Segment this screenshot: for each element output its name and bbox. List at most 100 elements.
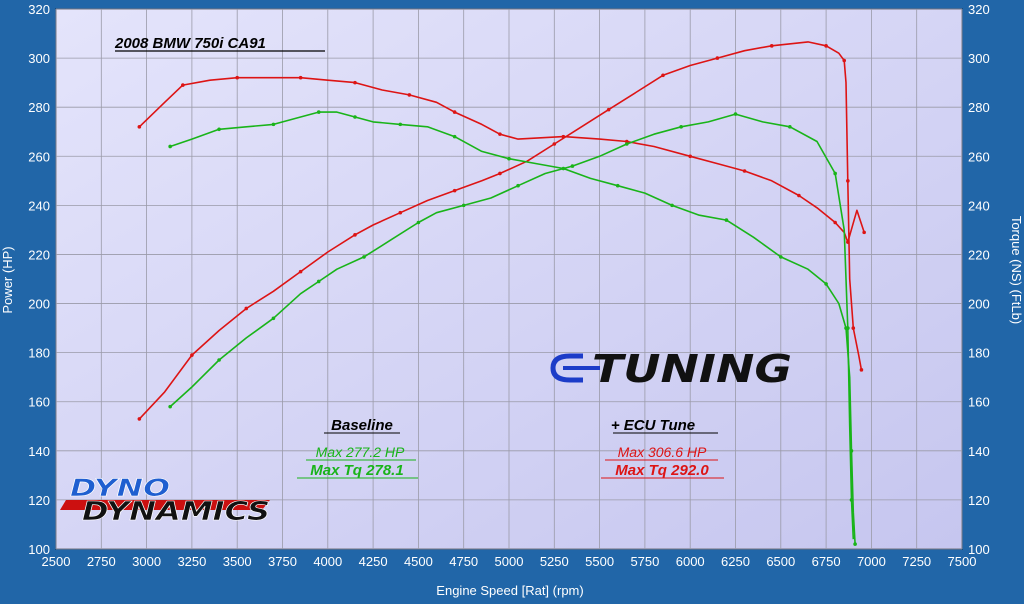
dyno-logo-swoosh [60,500,270,510]
y-tick-label-right: 120 [968,493,990,508]
x-tick-label: 2750 [87,554,116,569]
tuned-torque-point [498,132,502,136]
x-tick-label: 4750 [449,554,478,569]
tuned-power-point [398,210,403,215]
y-tick-label-left: 220 [28,247,50,262]
tuned-power-point [606,107,611,112]
baseline-torque-point [849,449,854,453]
dyno-dynamics-logo: DYNO DYNAMICS [60,474,270,527]
baseline-power-point [271,316,276,321]
x-tick-label: 6250 [721,554,750,569]
baseline-power-point [833,171,837,176]
x-tick-label: 6500 [766,554,795,569]
y-tick-label-right: 200 [968,297,990,312]
y-tick-label-left: 180 [28,346,50,361]
x-tick-label: 6000 [676,554,705,569]
baseline-power-line [169,113,855,540]
tuned-torque-point [181,83,185,87]
y-tick-label-left: 120 [28,493,50,508]
baseline-torque-point [217,127,221,132]
x-tick-label: 7500 [948,554,977,569]
x-tick-label: 4000 [313,554,342,569]
y-tick-label-right: 300 [968,51,990,66]
tuned-torque-point [452,110,457,114]
tuned-max-hp: Max 306.6 HP [618,444,707,460]
tuned-torque-point [561,134,566,139]
y-tick-label-right: 160 [968,395,990,410]
baseline-power-point [516,183,520,188]
tuned-torque-point [833,220,837,225]
x-tick-label: 7250 [902,554,931,569]
tuned-max-tq: Max Tq 292.0 [615,462,709,479]
y-axis-title-left: Power (HP) [0,246,15,313]
y-tick-label-left: 240 [28,198,50,213]
baseline-power-point [168,404,172,409]
tuned-torque-point [797,193,801,198]
y-tick-label-left: 200 [28,297,50,312]
baseline-annotation: Baseline Max 277.2 HP Max Tq 278.1 [297,417,418,479]
x-axis-title: Engine Speed [Rat] (rpm) [436,583,583,598]
y-tick-label-right: 260 [968,149,990,164]
tuning-wordmark: TUNING [592,347,792,391]
tuned-power-point [661,73,665,78]
tuned-torque-point [688,154,692,159]
baseline-power-point [624,142,629,146]
x-tick-label: 6750 [812,554,841,569]
baseline-torque-point [353,115,357,119]
tuned-power-point [824,44,828,48]
x-tick-label: 3750 [268,554,297,569]
grid-lines [55,8,963,550]
x-tick-label: 5000 [495,554,524,569]
tuned-power-point [846,179,850,183]
baseline-torque-point [271,122,276,127]
tuned-power-point [298,269,303,274]
baseline-torque-point [168,144,172,149]
baseline-power-point [788,125,792,129]
dynamics-wordmark: DYNAMICS [82,497,270,527]
y-tick-label-right: 320 [968,2,990,17]
x-tick-label: 5750 [630,554,659,569]
y-tick-label-left: 280 [28,100,50,115]
tuned-power-point [353,233,357,237]
baseline-torque-point [561,166,566,171]
tuned-power-point [498,171,502,176]
tuned-torque-point [298,75,303,80]
y-tick-label-right: 180 [968,346,990,361]
oe-logo-mark [550,353,583,383]
x-tick-label: 4250 [359,554,388,569]
tuned-torque-line [138,76,865,243]
baseline-power-point [849,498,854,502]
x-tick-label: 5500 [585,554,614,569]
baseline-torque-point [853,542,857,546]
tuned-torque-point [137,125,142,129]
y-tick-label-right: 220 [968,247,990,262]
tuned-heading: + ECU Tune [611,417,695,434]
x-tick-label: 3250 [177,554,206,569]
x-tick-label: 2500 [42,554,71,569]
tuned-power-point [842,58,847,63]
tuned-power-line [138,41,863,420]
y-tick-label-left: 100 [28,542,50,557]
baseline-torque-point [670,203,674,208]
baseline-power-point [733,112,738,116]
y-tick-label-right: 100 [968,542,990,557]
baseline-torque-point [316,110,321,114]
dyno-wordmark: DYNO [70,474,170,502]
baseline-power-point [570,164,575,168]
chart-title: 2008 BMW 750i CA91 [114,35,266,52]
y-tick-label-right: 280 [968,100,990,115]
baseline-power-point [416,220,421,225]
baseline-torque-point [398,122,403,127]
y-tick-label-left: 260 [28,149,50,164]
x-tick-label: 7000 [857,554,886,569]
tuned-torque-point [353,80,357,85]
tuned-power-point [851,326,856,330]
y-tick-label-left: 160 [28,395,50,410]
baseline-power-point [316,279,321,284]
baseline-torque-point [824,282,828,286]
x-tick-label: 4500 [404,554,433,569]
tuned-power-point [452,188,457,193]
tuned-power-point [137,417,142,421]
y-tick-label-left: 300 [28,51,50,66]
